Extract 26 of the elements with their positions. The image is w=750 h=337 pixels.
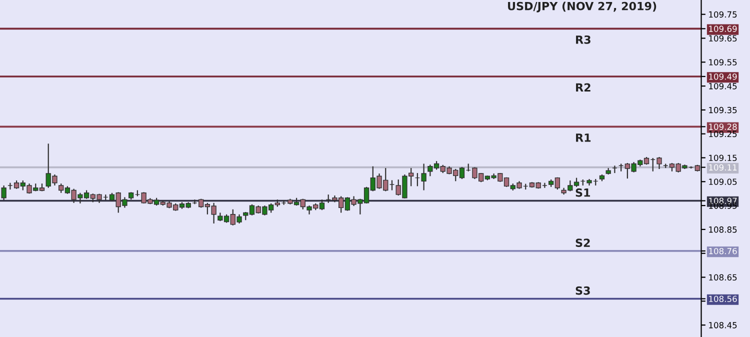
y-tick-label: 108.65 — [709, 274, 737, 281]
ref-line-label: S3 — [576, 286, 590, 295]
y-tick-label: 108.56 — [709, 296, 737, 302]
ref-line-label: S1 — [576, 188, 590, 197]
y-tick-label: 108.85 — [709, 226, 737, 233]
y-tick-label: 109.28 — [709, 124, 737, 130]
ref-line-label: R2 — [576, 83, 590, 92]
ref-line-label: R1 — [576, 134, 591, 142]
y-tick-label: 108.45 — [709, 322, 737, 328]
y-tick-label: 108.76 — [709, 248, 737, 254]
y-tick-label: 109.75 — [709, 11, 737, 18]
y-tick-label: 109.35 — [709, 106, 737, 114]
y-tick-label: 109.45 — [709, 83, 737, 90]
y-tick-label: 109.49 — [709, 73, 737, 80]
y-tick-label: 108.97 — [709, 198, 737, 204]
y-tick-label: 109.05 — [709, 178, 737, 185]
y-tick-label: 109.55 — [709, 59, 737, 66]
y-tick-label: 109.11 — [709, 164, 737, 171]
y-tick-label: 109.25 — [709, 130, 737, 138]
ref-line-label: R3 — [576, 35, 590, 44]
candlestick — [1, 184, 6, 201]
y-tick-label: 109.65 — [709, 35, 737, 42]
y-tick-label: 109.15 — [709, 154, 737, 162]
ref-line-label: S2 — [576, 238, 590, 248]
y-tick-label: 109.69 — [709, 26, 737, 32]
chart-title: USD/JPY (NOV 27, 2019) — [508, 2, 656, 12]
